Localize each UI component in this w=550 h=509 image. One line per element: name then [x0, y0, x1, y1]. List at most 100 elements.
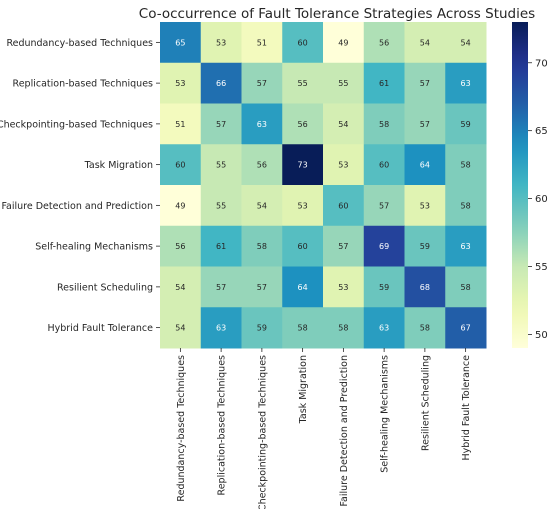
heatmap-cell — [445, 225, 487, 267]
cell-value-label: 57 — [257, 283, 267, 292]
heatmap-cell — [445, 307, 487, 349]
cell-value-label: 73 — [298, 161, 308, 170]
row-label: Resilient Scheduling — [57, 282, 153, 293]
cell-value-label: 59 — [257, 324, 267, 333]
cell-value-label: 54 — [461, 38, 471, 47]
heatmap-cell — [241, 62, 283, 104]
heatmap-cell — [404, 266, 446, 308]
column-label: Resilient Scheduling — [420, 355, 431, 451]
cell-value-label: 64 — [420, 161, 430, 170]
column-label: Replication-based Techniques — [217, 355, 228, 496]
cell-value-label: 53 — [420, 201, 430, 210]
heatmap-cell — [404, 103, 446, 145]
heatmap-cell — [363, 266, 405, 308]
column-label: Hybrid Fault Tolerance — [461, 355, 472, 461]
cell-value-label: 57 — [338, 242, 348, 251]
cell-value-label: 63 — [216, 324, 226, 333]
cell-value-label: 57 — [379, 201, 389, 210]
cell-value-label: 57 — [420, 79, 430, 88]
heatmap-cell — [404, 22, 446, 64]
heatmap-cell — [282, 144, 324, 186]
heatmap-cell — [282, 307, 324, 349]
heatmap-cell — [160, 62, 202, 104]
cell-value-label: 57 — [257, 79, 267, 88]
cell-value-label: 53 — [216, 38, 226, 47]
cell-value-label: 54 — [175, 283, 185, 292]
cell-value-label: 53 — [298, 201, 308, 210]
cell-value-label: 58 — [461, 201, 471, 210]
heatmap-cell — [160, 225, 202, 267]
heatmap-cell — [323, 22, 365, 64]
cell-value-label: 53 — [338, 283, 348, 292]
colorbar — [512, 22, 528, 348]
cell-value-label: 60 — [298, 38, 308, 47]
cell-value-label: 55 — [216, 201, 226, 210]
cell-value-label: 66 — [216, 79, 226, 88]
heatmap-cell — [363, 185, 405, 227]
heatmap-cell — [282, 266, 324, 308]
cell-value-label: 63 — [257, 120, 267, 129]
heatmap-cell — [160, 22, 202, 64]
cell-value-label: 53 — [338, 161, 348, 170]
heatmap-cell — [404, 225, 446, 267]
heatmap-cells: 65 53 51 60 49 56 54 54 53 66 57 55 55 61 57 63 51 57 63 56… — [160, 22, 487, 349]
cell-value-label: 59 — [420, 242, 430, 251]
cell-value-label: 54 — [338, 120, 348, 129]
cell-value-label: 63 — [379, 324, 389, 333]
cell-value-label: 56 — [257, 161, 267, 170]
cell-value-label: 63 — [461, 79, 471, 88]
cell-value-label: 69 — [379, 242, 389, 251]
heatmap-cell — [241, 307, 283, 349]
row-labels: Redundancy-based Techniques Replication-b… — [0, 38, 160, 334]
column-label: Task Migration — [298, 355, 309, 424]
heatmap-cell — [241, 103, 283, 145]
heatmap-cell — [363, 103, 405, 145]
heatmap-cell — [404, 185, 446, 227]
heatmap-cell — [160, 103, 202, 145]
heatmap-cell — [241, 22, 283, 64]
cell-value-label: 51 — [257, 38, 267, 47]
row-label: Failure Detection and Prediction — [1, 201, 153, 212]
heatmap-cell — [200, 62, 242, 104]
cell-value-label: 49 — [175, 201, 185, 210]
colorbar-tick-label: 70 — [535, 58, 548, 69]
cell-value-label: 60 — [175, 161, 185, 170]
cell-value-label: 54 — [420, 38, 430, 47]
heatmap-cell — [363, 22, 405, 64]
cell-value-label: 51 — [175, 120, 185, 129]
heatmap-cell — [445, 22, 487, 64]
heatmap-cell — [160, 266, 202, 308]
heatmap-cell — [323, 225, 365, 267]
cell-value-label: 58 — [298, 324, 308, 333]
heatmap-cell — [445, 103, 487, 145]
heatmap-cell — [323, 266, 365, 308]
heatmap-cell — [363, 307, 405, 349]
heatmap-cell — [200, 22, 242, 64]
heatmap-cell — [282, 62, 324, 104]
column-label: Checkpointing-based Techniques — [257, 355, 268, 509]
heatmap-cell — [282, 185, 324, 227]
cell-value-label: 53 — [175, 79, 185, 88]
cell-value-label: 67 — [461, 324, 471, 333]
cell-value-label: 57 — [216, 120, 226, 129]
cell-value-label: 60 — [298, 242, 308, 251]
cell-value-label: 58 — [257, 242, 267, 251]
cell-value-label: 59 — [379, 283, 389, 292]
heatmap-cell — [323, 185, 365, 227]
heatmap-cell — [404, 62, 446, 104]
heatmap-cell — [323, 307, 365, 349]
cell-value-label: 56 — [379, 38, 389, 47]
row-label: Checkpointing-based Techniques — [0, 119, 153, 130]
heatmap-cell — [241, 225, 283, 267]
column-labels: Redundancy-based Techniques Replication-b… — [176, 348, 472, 509]
chart-title: Co-occurrence of Fault Tolerance Strateg… — [139, 6, 535, 22]
row-label: Replication-based Techniques — [13, 79, 154, 90]
cell-value-label: 61 — [216, 242, 226, 251]
heatmap-cell — [404, 144, 446, 186]
heatmap-cell — [445, 62, 487, 104]
row-label: Task Migration — [84, 160, 153, 171]
colorbar-tick-label: 60 — [535, 194, 548, 205]
cell-value-label: 65 — [175, 38, 185, 47]
column-label: Failure Detection and Prediction — [339, 355, 350, 507]
